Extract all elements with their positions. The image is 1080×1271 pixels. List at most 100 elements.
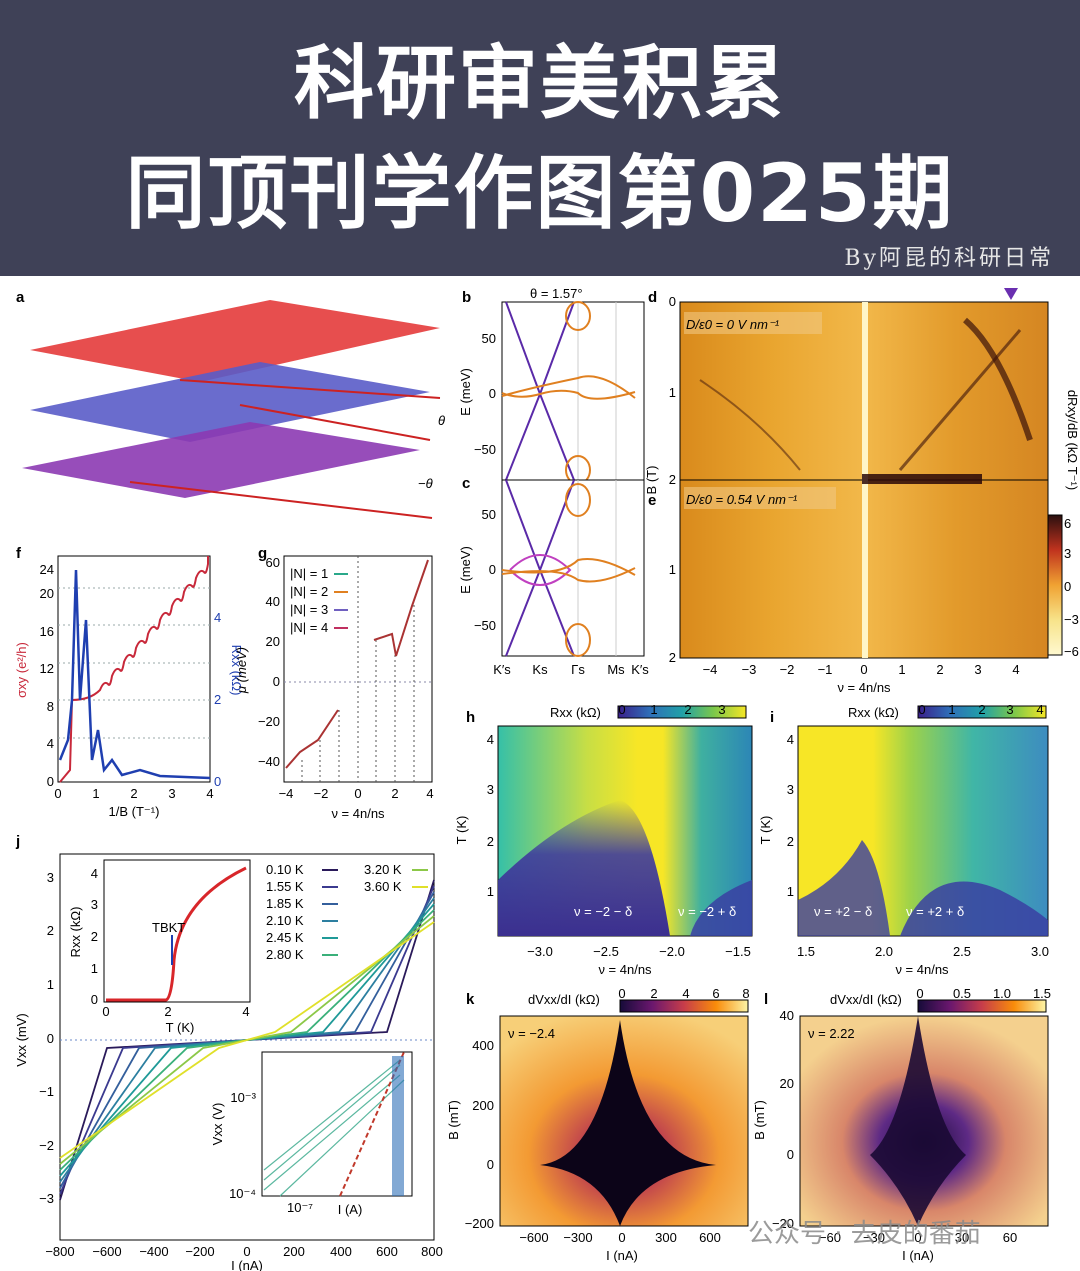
panel-d-note: D/ε0 = 0 V nm⁻¹ bbox=[686, 317, 780, 332]
svg-text:4: 4 bbox=[214, 610, 221, 625]
panel-i-ylabel: T (K) bbox=[758, 816, 773, 845]
panel-j-legend: 0.10 K 1.55 K 1.85 K 2.10 K 2.45 K 2.80 … bbox=[266, 862, 428, 962]
svg-text:1.5: 1.5 bbox=[797, 944, 815, 959]
svg-text:1: 1 bbox=[92, 786, 99, 801]
panel-h-yticks: 4 3 2 1 bbox=[487, 732, 494, 899]
svg-text:2: 2 bbox=[669, 472, 676, 487]
svg-text:24: 24 bbox=[40, 562, 54, 577]
panel-g-xlabel: ν = 4n/ns bbox=[331, 806, 385, 821]
panel-f-ylabel-right: Rxx (kΩ) bbox=[229, 645, 244, 696]
svg-text:16: 16 bbox=[40, 624, 54, 639]
panel-j: j 0.10 K 1.55 K 1.85 K 2.10 K 2.45 K 2.8… bbox=[14, 833, 443, 1271]
svg-text:−4: −4 bbox=[703, 662, 718, 677]
panel-f-yright-ticks: 0 2 4 bbox=[214, 610, 221, 789]
svg-text:600: 600 bbox=[699, 1230, 721, 1245]
svg-text:4: 4 bbox=[47, 736, 54, 751]
panel-k-cbar-title: dVxx/dI (kΩ) bbox=[528, 992, 600, 1007]
panel-l-yticks: 40 20 0 −20 bbox=[772, 1008, 794, 1231]
svg-text:2: 2 bbox=[787, 834, 794, 849]
panel-a: a θ −θ bbox=[16, 289, 445, 519]
panel-j-label: j bbox=[15, 833, 20, 850]
purple-bottom-layer bbox=[22, 422, 420, 498]
panel-c-ylabel: E (meV) bbox=[458, 546, 473, 594]
panel-h-ann2: ν = −2 + δ bbox=[678, 904, 736, 919]
svg-text:3: 3 bbox=[718, 702, 725, 717]
svg-text:TBKT: TBKT bbox=[152, 920, 185, 935]
svg-text:3.60 K: 3.60 K bbox=[364, 879, 402, 894]
panel-g-legend: |N| = 1 |N| = 2 |N| = 3 |N| = 4 bbox=[290, 566, 348, 635]
panel-g-label: g bbox=[258, 545, 267, 562]
svg-text:8: 8 bbox=[47, 699, 54, 714]
svg-text:2: 2 bbox=[936, 662, 943, 677]
svg-text:4: 4 bbox=[787, 732, 794, 747]
panel-i-yticks: 4 3 2 1 bbox=[787, 732, 794, 899]
panel-i: i Rxx (kΩ) 0 1 2 3 4 ν = +2 − δ ν = +2 +… bbox=[758, 702, 1049, 977]
svg-text:2.5: 2.5 bbox=[953, 944, 971, 959]
panel-j-inset2: 10⁻³ 10⁻⁴ Vxx (V) 10⁻⁷ I (A) bbox=[210, 1051, 413, 1217]
svg-text:0.5: 0.5 bbox=[953, 986, 971, 1001]
svg-text:1: 1 bbox=[650, 702, 657, 717]
panel-de-colorbar-ticks: 6 3 0 −3 −6 bbox=[1064, 516, 1079, 659]
svg-text:12: 12 bbox=[40, 661, 54, 676]
svg-text:2.80 K: 2.80 K bbox=[266, 947, 304, 962]
svg-text:−20: −20 bbox=[258, 714, 280, 729]
svg-text:0: 0 bbox=[91, 992, 98, 1007]
neg-theta-label: −θ bbox=[418, 476, 433, 491]
panel-b-title: θ = 1.57° bbox=[530, 286, 583, 301]
svg-text:3: 3 bbox=[974, 662, 981, 677]
panel-c-xticks: K′s Ks Γs Ms K′s bbox=[493, 662, 649, 677]
svg-text:10⁻⁷: 10⁻⁷ bbox=[287, 1200, 313, 1215]
svg-text:4: 4 bbox=[426, 786, 433, 801]
panel-de-colorbar bbox=[1047, 514, 1063, 656]
svg-text:1: 1 bbox=[787, 884, 794, 899]
svg-text:2.45 K: 2.45 K bbox=[266, 930, 304, 945]
rxx-curve bbox=[58, 569, 211, 780]
svg-text:K′s: K′s bbox=[631, 662, 649, 677]
svg-text:Rxx (kΩ): Rxx (kΩ) bbox=[68, 907, 83, 958]
svg-text:0: 0 bbox=[102, 1004, 109, 1019]
svg-text:3: 3 bbox=[787, 782, 794, 797]
svg-text:2: 2 bbox=[978, 702, 985, 717]
panel-h-cbar-ticks: 0 1 2 3 bbox=[618, 702, 725, 717]
svg-text:−200: −200 bbox=[465, 1216, 494, 1231]
svg-text:0: 0 bbox=[489, 562, 496, 577]
svg-text:|N| = 3: |N| = 3 bbox=[290, 602, 328, 617]
svg-text:−3: −3 bbox=[1064, 612, 1079, 627]
panel-l: l dVxx/dI (kΩ) 0 0.5 1.0 1.5 ν = 2.22 40… bbox=[752, 986, 1051, 1263]
svg-text:0: 0 bbox=[916, 986, 923, 1001]
svg-text:3: 3 bbox=[168, 786, 175, 801]
svg-text:4: 4 bbox=[1012, 662, 1019, 677]
svg-text:0: 0 bbox=[618, 986, 625, 1001]
svg-text:1.0: 1.0 bbox=[993, 986, 1011, 1001]
svg-text:−3.0: −3.0 bbox=[527, 944, 553, 959]
svg-text:I (A): I (A) bbox=[338, 1202, 363, 1217]
svg-text:3.20 K: 3.20 K bbox=[364, 862, 402, 877]
svg-text:0: 0 bbox=[918, 702, 925, 717]
svg-text:−300: −300 bbox=[563, 1230, 592, 1245]
sigma-xy-curve bbox=[59, 556, 209, 783]
svg-text:0: 0 bbox=[1064, 579, 1071, 594]
svg-text:40: 40 bbox=[266, 594, 280, 609]
panel-k-yticks: 400 200 0 −200 bbox=[465, 1038, 494, 1231]
panel-e-xticks: −4 −3 −2 −1 0 1 2 3 4 bbox=[703, 662, 1020, 677]
svg-text:20: 20 bbox=[780, 1076, 794, 1091]
iv-curve bbox=[59, 921, 435, 1159]
svg-text:−50: −50 bbox=[474, 442, 496, 457]
svg-text:2: 2 bbox=[487, 834, 494, 849]
panel-c-label: c bbox=[462, 475, 470, 492]
svg-text:10⁻⁴: 10⁻⁴ bbox=[229, 1186, 256, 1201]
panel-b-label: b bbox=[462, 289, 471, 306]
panel-j-xticks: −800 −600 −400 −200 0 200 400 600 800 bbox=[45, 1244, 443, 1259]
svg-text:1: 1 bbox=[948, 702, 955, 717]
svg-text:−2.5: −2.5 bbox=[593, 944, 619, 959]
watermark: 公众号 · 去皮的番茄 bbox=[748, 1219, 981, 1249]
banner-title-line1: 科研审美积累 bbox=[294, 37, 786, 130]
svg-text:−1: −1 bbox=[39, 1084, 54, 1099]
svg-text:30: 30 bbox=[955, 1230, 969, 1245]
svg-text:2: 2 bbox=[91, 929, 98, 944]
svg-text:1.5: 1.5 bbox=[1033, 986, 1051, 1001]
svg-text:400: 400 bbox=[472, 1038, 494, 1053]
svg-text:3: 3 bbox=[47, 870, 54, 885]
panel-h-xticks: −3.0 −2.5 −2.0 −1.5 bbox=[527, 944, 751, 959]
svg-text:3: 3 bbox=[91, 897, 98, 912]
